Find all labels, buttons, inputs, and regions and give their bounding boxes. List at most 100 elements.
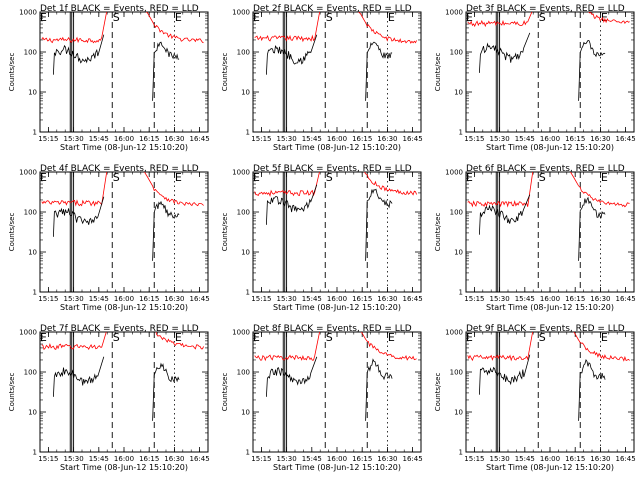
x-tick-label: 16:15 <box>565 455 585 463</box>
x-tick-label: 16:15 <box>139 455 159 463</box>
series-events <box>266 184 318 225</box>
y-tick-label: 1 <box>459 449 463 457</box>
y-tick-label: 100 <box>24 209 37 217</box>
x-tick-label: 16:00 <box>114 295 134 303</box>
x-tick-label: 16:30 <box>590 295 610 303</box>
x-axis-label: Start Time (08-Jun-12 15:10:20) <box>60 463 188 472</box>
series-lld <box>143 172 204 207</box>
x-tick-label: 16:15 <box>352 295 372 303</box>
x-axis-label: Start Time (08-Jun-12 15:10:20) <box>273 143 401 152</box>
plot-frame <box>252 331 422 453</box>
y-tick-label: 10 <box>28 249 37 257</box>
panel-title: Det 2f BLACK = Events, RED = LLD <box>253 4 412 14</box>
series-events <box>53 356 105 397</box>
x-tick-label: 15:15 <box>251 455 271 463</box>
x-tick-label: 15:30 <box>490 295 510 303</box>
marker-s: S <box>326 331 333 344</box>
y-tick-label: 100 <box>450 49 463 57</box>
series-lld <box>41 12 107 44</box>
x-tick-label: 16:45 <box>403 295 423 303</box>
panel-title: Det 4f BLACK = Events, RED = LLD <box>40 164 199 174</box>
series-lld <box>41 172 108 207</box>
y-tick-label: 100 <box>450 369 463 377</box>
x-tick-label: 16:15 <box>139 135 159 143</box>
plot-frame <box>39 331 209 453</box>
panel-title: Det 3f BLACK = Events, RED = LLD <box>466 4 625 14</box>
x-tick-label: 15:45 <box>515 135 535 143</box>
panel-title: Det 9f BLACK = Events, RED = LLD <box>466 324 625 334</box>
series-events <box>266 356 318 397</box>
x-tick-label: 15:30 <box>490 135 510 143</box>
marker-e: E <box>40 11 47 24</box>
x-tick-label: 16:30 <box>164 135 184 143</box>
marker-s: S <box>113 171 120 184</box>
y-tick-label: 10 <box>28 409 37 417</box>
plot-frame <box>252 171 422 293</box>
series-lld <box>361 332 417 361</box>
x-tick-label: 15:15 <box>251 135 271 143</box>
x-tick-label: 16:45 <box>190 295 210 303</box>
x-axis-label: Start Time (08-Jun-12 15:10:20) <box>486 303 614 312</box>
marker-e: E <box>388 331 395 344</box>
series-events <box>479 32 531 73</box>
series-lld <box>145 12 204 44</box>
x-tick-label: 16:30 <box>164 455 184 463</box>
marker-e: E <box>175 331 182 344</box>
x-axis-label: Start Time (08-Jun-12 15:10:20) <box>273 303 401 312</box>
x-tick-label: 15:15 <box>38 295 58 303</box>
panel-det-6: Det 6f BLACK = Events, RED = LLD 1 10 100 10… <box>434 164 636 312</box>
x-tick-label: 15:45 <box>515 295 535 303</box>
marker-e: E <box>601 331 608 344</box>
x-tick-label: 16:30 <box>377 455 397 463</box>
y-tick-label: 1000 <box>19 9 37 17</box>
series-events <box>266 34 318 75</box>
x-tick-label: 16:15 <box>352 135 372 143</box>
y-axis-label: Counts/sec <box>221 213 229 252</box>
series-lld <box>588 12 630 25</box>
series-events <box>53 196 105 237</box>
y-axis-label: Counts/sec <box>434 53 442 92</box>
x-tick-label: 15:30 <box>64 455 84 463</box>
y-tick-label: 1 <box>459 129 463 137</box>
x-tick-label: 16:15 <box>352 455 372 463</box>
marker-e: E <box>601 171 608 184</box>
marker-e: E <box>466 171 473 184</box>
x-tick-label: 16:15 <box>565 295 585 303</box>
series-events <box>578 196 606 261</box>
y-tick-label: 1 <box>459 289 463 297</box>
series-events <box>578 39 606 101</box>
y-axis-label: Counts/sec <box>8 213 16 252</box>
y-axis-label: Counts/sec <box>8 373 16 412</box>
y-tick-label: 10 <box>454 249 463 257</box>
y-tick-label: 1000 <box>19 329 37 337</box>
x-tick-label: 15:15 <box>38 135 58 143</box>
y-axis-label: Counts/sec <box>434 373 442 412</box>
marker-s: S <box>113 331 120 344</box>
y-tick-label: 1 <box>246 449 250 457</box>
plot-frame <box>465 11 635 133</box>
y-tick-label: 1000 <box>445 9 463 17</box>
x-tick-label: 16:00 <box>327 295 347 303</box>
y-tick-label: 1000 <box>232 169 250 177</box>
x-tick-label: 16:45 <box>403 135 423 143</box>
x-tick-label: 16:00 <box>540 135 560 143</box>
x-tick-label: 16:45 <box>403 455 423 463</box>
panel-title: Det 6f BLACK = Events, RED = LLD <box>466 164 625 174</box>
y-tick-label: 10 <box>28 89 37 97</box>
x-axis-label: Start Time (08-Jun-12 15:10:20) <box>60 143 188 152</box>
y-tick-label: 100 <box>450 209 463 217</box>
series-lld <box>254 172 320 197</box>
marker-e: E <box>388 11 395 24</box>
series-lld <box>155 332 204 350</box>
series-events <box>365 188 393 261</box>
x-tick-label: 15:15 <box>38 455 58 463</box>
series-lld <box>467 12 533 28</box>
x-tick-label: 15:30 <box>490 455 510 463</box>
marker-e: E <box>388 171 395 184</box>
panel-title: Det 1f BLACK = Events, RED = LLD <box>40 4 199 14</box>
marker-s: S <box>326 171 333 184</box>
panel-det-5: Det 5f BLACK = Events, RED = LLD 1 10 100 10… <box>221 164 423 312</box>
x-tick-label: 16:45 <box>616 295 636 303</box>
series-events <box>152 362 180 421</box>
y-tick-label: 1 <box>33 449 37 457</box>
